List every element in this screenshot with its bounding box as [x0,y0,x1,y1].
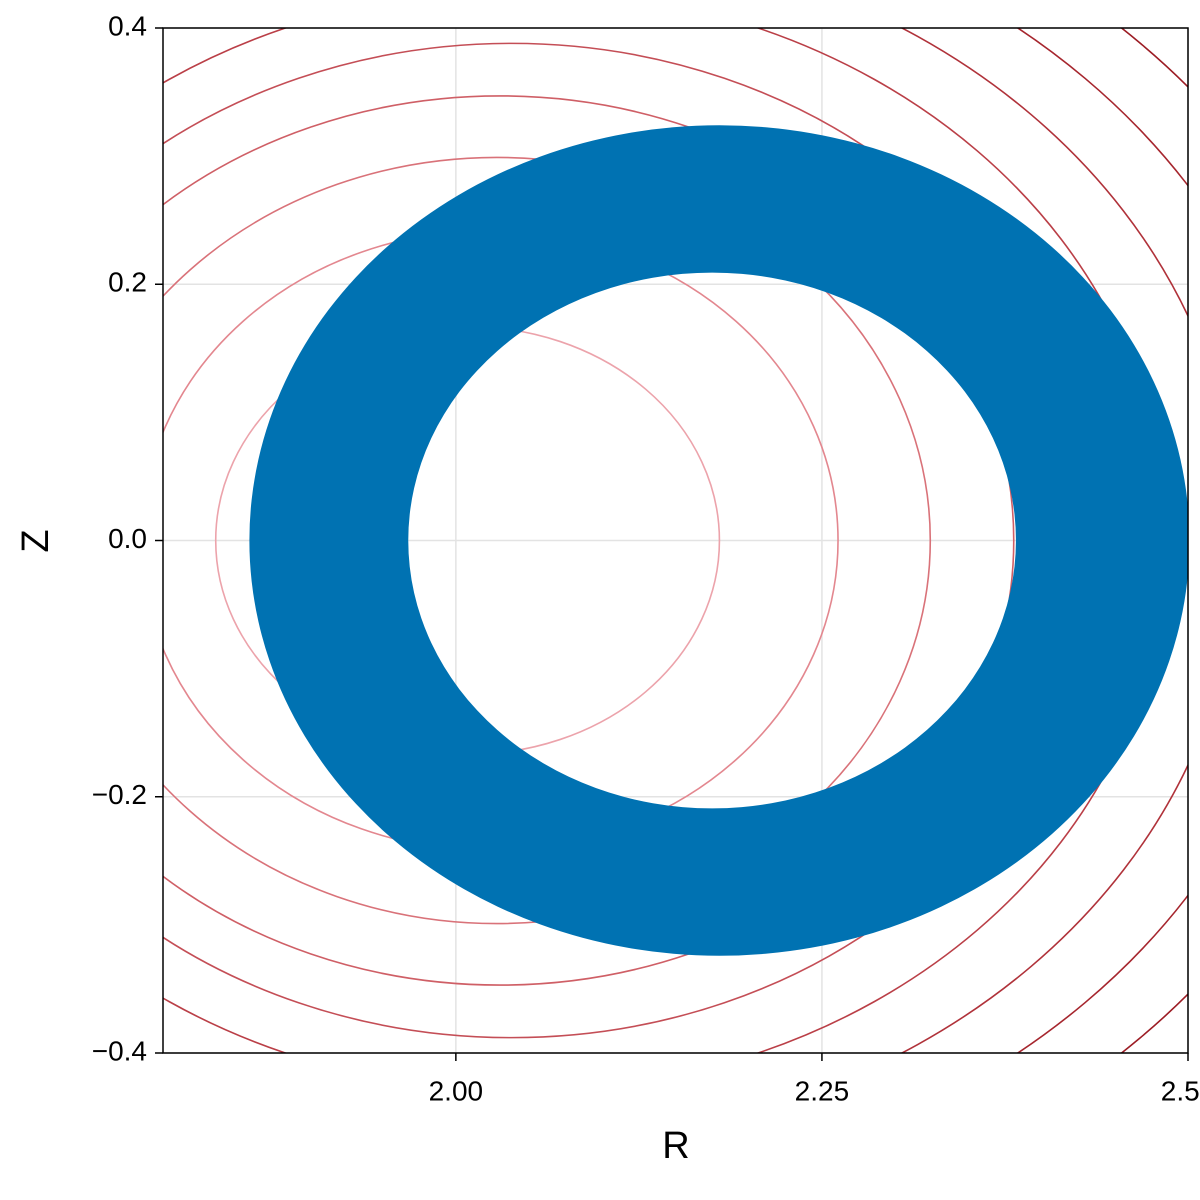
y-tick-label: 0.2 [108,267,147,298]
contour-line [163,156,931,925]
axes: 2.00 2.25 2.50 −0.4 −0.2 0.0 0.2 0.4 [92,10,1200,1106]
y-tick-label: −0.4 [92,1035,147,1066]
x-tick-label: 2.50 [1161,1075,1200,1106]
x-tick-label: 2.25 [795,1075,850,1106]
y-tick-label: 0.4 [108,10,147,41]
y-axis-label: Z [15,529,57,552]
y-tick-label: −0.2 [92,779,147,810]
contour-line [163,95,1015,986]
x-axis-label: R [662,1125,689,1167]
y-tick-label: 0.0 [108,523,147,554]
flux-band [249,125,1188,956]
x-tick-label: 2.00 [429,1075,484,1106]
